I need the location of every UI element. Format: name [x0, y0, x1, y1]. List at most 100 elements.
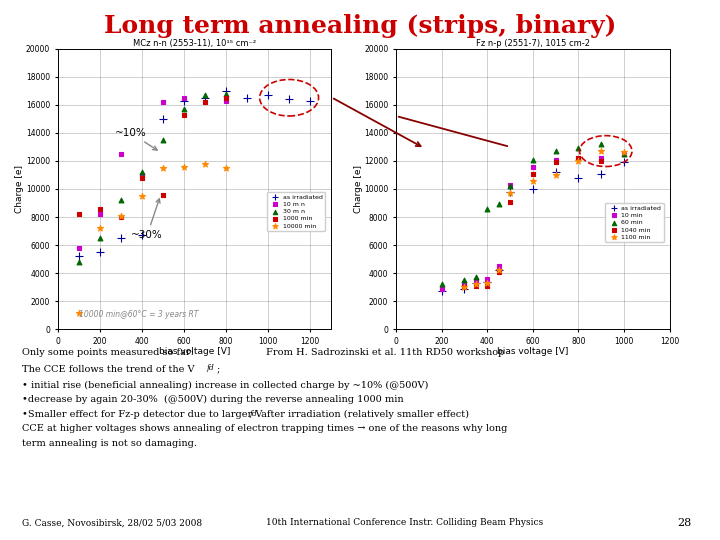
Title: Fz n-p (2551-7), 1015 cm-2: Fz n-p (2551-7), 1015 cm-2 [476, 39, 590, 48]
Legend: as irradiated, 10 m n, 30 m n, 1000 min, 10000 min: as irradiated, 10 m n, 30 m n, 1000 min,… [266, 192, 325, 231]
10 m n [136, 171, 148, 179]
10 min [470, 276, 482, 285]
as irradiated [504, 187, 516, 196]
1000 min [199, 98, 211, 106]
Y-axis label: Charge [e]: Charge [e] [354, 165, 363, 213]
as irradiated [220, 86, 232, 95]
10 min [618, 150, 630, 158]
as irradiated [94, 248, 105, 256]
X-axis label: bias voltage [V]: bias voltage [V] [158, 347, 230, 356]
Text: term annealing is not so damaging.: term annealing is not so damaging. [22, 439, 197, 448]
10 m n [220, 96, 232, 105]
60 min [492, 200, 504, 209]
10 min [436, 285, 447, 293]
10000 min [115, 211, 127, 220]
Title: MCz n-n (2553-11), 10¹⁵ cm⁻²: MCz n-n (2553-11), 10¹⁵ cm⁻² [132, 39, 256, 48]
10000 min [178, 162, 189, 171]
as irradiated [178, 96, 189, 105]
as irradiated [115, 234, 127, 242]
as irradiated [618, 158, 630, 167]
as irradiated [572, 173, 584, 182]
60 min [504, 182, 516, 191]
Text: • initial rise (beneficial annealing) increase in collected charge by ~10% (@500: • initial rise (beneficial annealing) in… [22, 381, 428, 390]
10000 min [220, 164, 232, 172]
1100 min [550, 171, 562, 179]
as irradiated [470, 279, 482, 287]
10 min [492, 262, 504, 271]
as irradiated [73, 252, 84, 261]
as irradiated [136, 231, 148, 240]
30 m n [220, 89, 232, 98]
as irradiated [482, 278, 493, 286]
10000 min [199, 159, 211, 168]
Text: fd: fd [207, 364, 215, 373]
Text: ;: ; [217, 364, 220, 374]
as irradiated [550, 168, 562, 177]
1040 min [527, 169, 539, 178]
Text: G. Casse, Novosibirsk, 28/02 5/03 2008: G. Casse, Novosibirsk, 28/02 5/03 2008 [22, 518, 202, 528]
10 min [572, 154, 584, 163]
1040 min [550, 158, 562, 167]
10 min [482, 274, 493, 283]
1100 min [595, 147, 607, 156]
as irradiated [262, 91, 274, 99]
1000 min [220, 93, 232, 102]
30 m n [94, 234, 105, 242]
Text: fd: fd [249, 410, 257, 418]
1100 min [504, 189, 516, 198]
1040 min [470, 281, 482, 290]
Text: CCE at higher voltages shows annealing of electron trapping times → one of the r: CCE at higher voltages shows annealing o… [22, 424, 507, 434]
as irradiated [305, 96, 316, 105]
10000 min [157, 164, 168, 172]
1040 min [572, 154, 584, 163]
10 min [595, 154, 607, 163]
as irradiated [459, 285, 470, 293]
10 m n [94, 210, 105, 219]
1100 min [459, 283, 470, 292]
1100 min [572, 157, 584, 165]
60 min [482, 204, 493, 213]
Text: •decrease by again 20-30%  (@500V) during the reverse annealing 1000 min: •decrease by again 20-30% (@500V) during… [22, 395, 403, 404]
Text: Long term annealing (strips, binary): Long term annealing (strips, binary) [104, 14, 616, 37]
60 min [436, 280, 447, 289]
60 min [572, 144, 584, 153]
as irradiated [284, 95, 295, 104]
1000 min [115, 213, 127, 221]
as irradiated [199, 93, 211, 102]
as irradiated [241, 93, 253, 102]
as irradiated [436, 287, 447, 296]
1040 min [459, 283, 470, 292]
1040 min [482, 281, 493, 290]
Text: The CCE follows the trend of the V: The CCE follows the trend of the V [22, 364, 194, 374]
60 min [527, 155, 539, 164]
30 m n [115, 196, 127, 205]
10 m n [178, 93, 189, 102]
30 m n [199, 91, 211, 99]
10 min [527, 162, 539, 171]
as irradiated [527, 185, 539, 193]
1100 min [527, 176, 539, 185]
10 m n [115, 150, 127, 158]
Text: after irradiation (relatively smaller effect): after irradiation (relatively smaller ef… [258, 410, 469, 419]
60 min [459, 276, 470, 285]
60 min [618, 150, 630, 158]
Text: ~30%: ~30% [131, 199, 163, 240]
Text: Only some points measured so far:: Only some points measured so far: [22, 348, 194, 357]
60 min [550, 147, 562, 156]
10000 min [94, 224, 105, 233]
60 min [470, 273, 482, 282]
10 min [550, 155, 562, 164]
30 m n [178, 105, 189, 113]
1100 min [492, 266, 504, 275]
Text: •Smaller effect for Fz-p detector due to larger V: •Smaller effect for Fz-p detector due to… [22, 410, 262, 419]
10 m n [157, 98, 168, 106]
1100 min [482, 279, 493, 287]
10000 min [136, 192, 148, 200]
Text: 10th International Conference Instr. Colliding Beam Physics: 10th International Conference Instr. Col… [266, 518, 544, 528]
60 min [595, 140, 607, 149]
as irradiated [595, 169, 607, 178]
Y-axis label: Charge [e]: Charge [e] [15, 165, 24, 213]
1000 min [94, 204, 105, 213]
10000 min [73, 308, 84, 317]
Text: 28: 28 [677, 518, 691, 529]
